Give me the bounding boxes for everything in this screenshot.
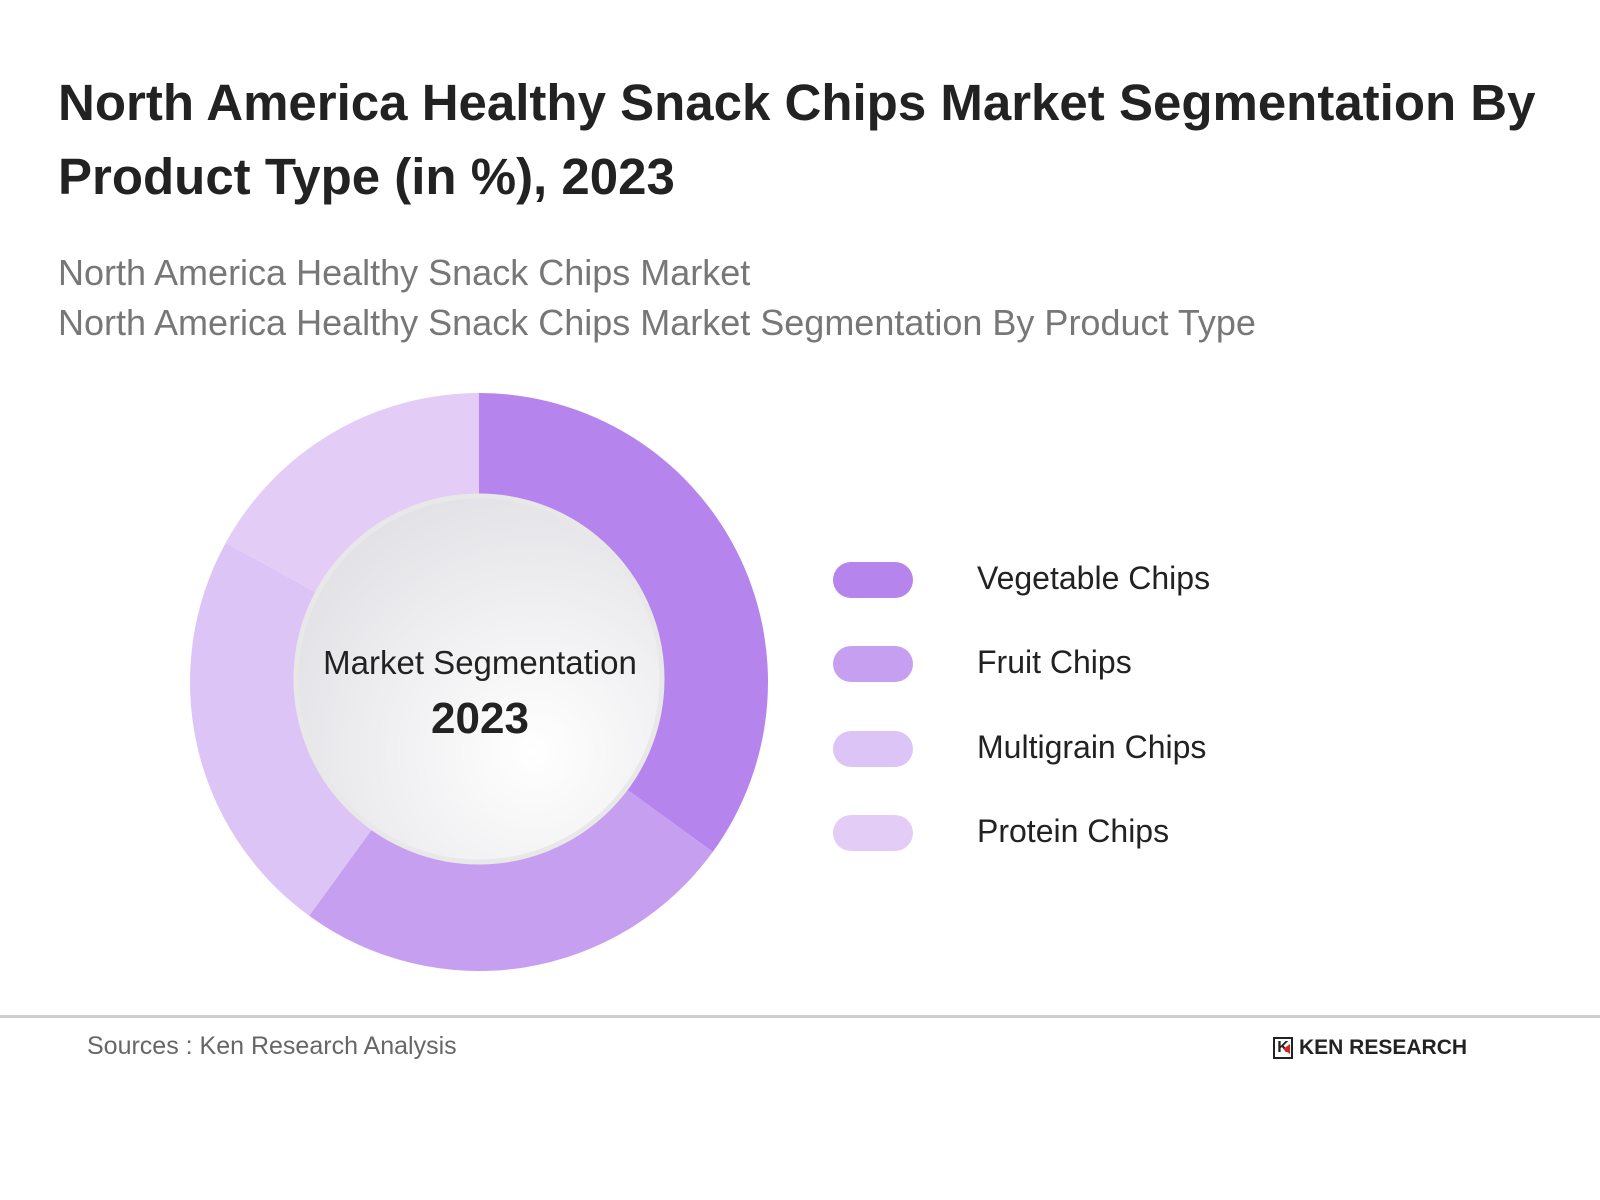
- subtitle-market: North America Healthy Snack Chips Market: [58, 252, 751, 293]
- legend-swatch: [833, 815, 913, 851]
- chart-title: North America Healthy Snack Chips Market…: [58, 74, 1536, 205]
- donut-chart: [189, 393, 768, 971]
- legend-label: Fruit Chips: [977, 644, 1132, 680]
- legend-swatch: [833, 731, 913, 767]
- logo-k-icon: K: [1273, 1037, 1293, 1059]
- subtitle-segmentation: North America Healthy Snack Chips Market…: [58, 302, 1256, 343]
- legend-swatch: [833, 562, 913, 598]
- legend-label: Protein Chips: [977, 813, 1170, 849]
- legend-swatch: [833, 646, 913, 682]
- donut-center-disc: [293, 493, 665, 865]
- logo-text: KEN RESEARCH: [1299, 1036, 1468, 1059]
- center-year: 2023: [431, 694, 529, 743]
- ken-research-logo: K KEN RESEARCH: [1273, 1036, 1467, 1060]
- legend-label: Multigrain Chips: [977, 729, 1207, 765]
- source-note: Sources : Ken Research Analysis: [87, 1032, 457, 1060]
- footer-divider: [0, 1015, 1600, 1018]
- center-label: Market Segmentation: [323, 644, 637, 681]
- legend-label: Vegetable Chips: [977, 560, 1211, 596]
